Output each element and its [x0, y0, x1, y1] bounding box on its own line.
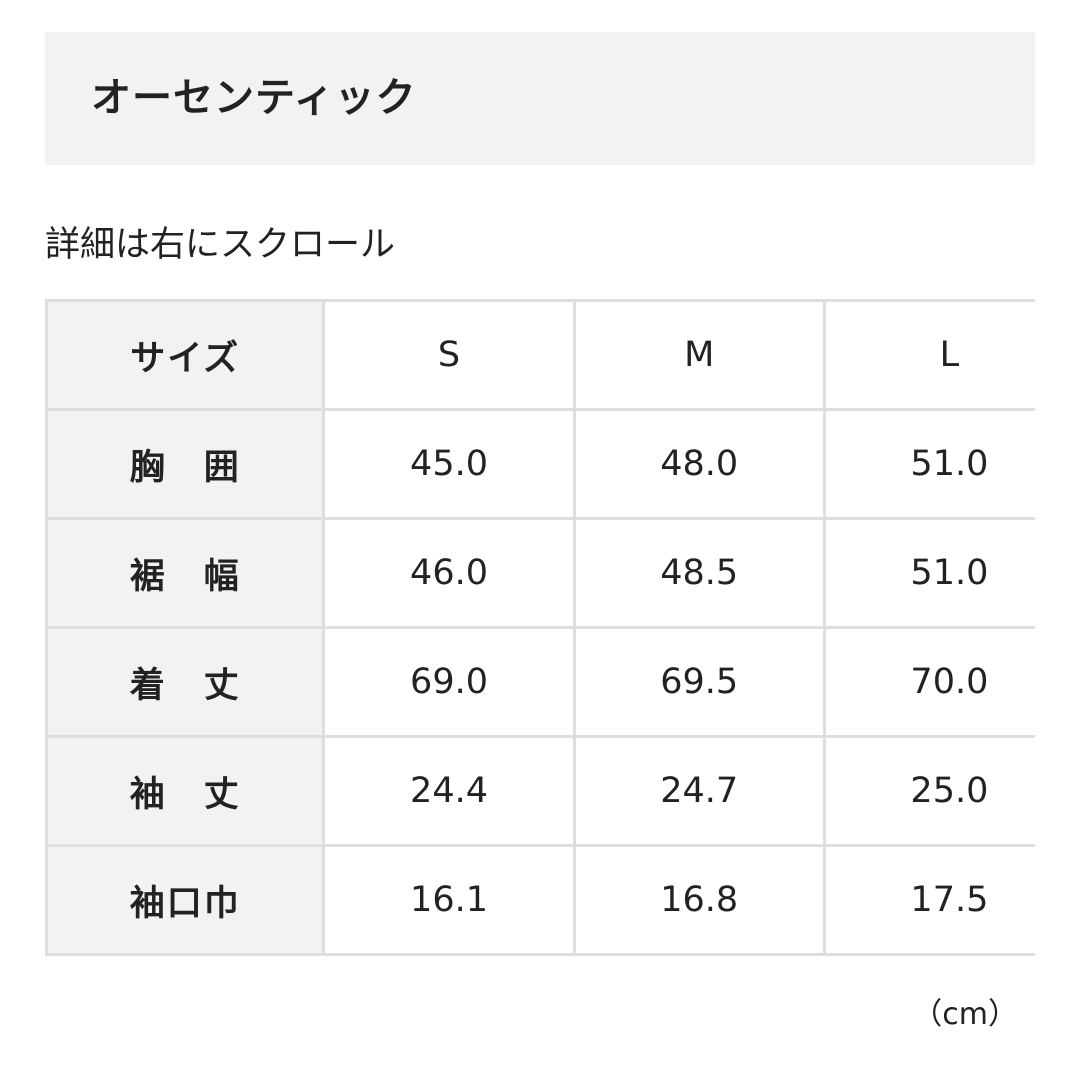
table-cell: 16.1 [322, 844, 576, 956]
table-cell: 45.0 [322, 408, 576, 520]
table-cell: 69.5 [572, 626, 826, 738]
table-cell: 24.7 [572, 735, 826, 847]
table-row: 裾 幅 46.0 48.5 51.0 [45, 517, 1035, 629]
row-label: 袖 丈 [45, 735, 326, 847]
table-cell: 70.0 [822, 626, 1035, 738]
table-cell: 48.0 [572, 408, 826, 520]
row-label: 着 丈 [45, 626, 326, 738]
table-cell: 16.8 [572, 844, 826, 956]
table-cell: 46.0 [322, 517, 576, 629]
table-row: 着 丈 69.0 69.5 70.0 [45, 626, 1035, 738]
row-label: 裾 幅 [45, 517, 326, 629]
row-label: サイズ [45, 299, 326, 411]
table-row: 袖口巾 16.1 16.8 17.5 [45, 844, 1035, 956]
table-cell: 25.0 [822, 735, 1035, 847]
row-label: 袖口巾 [45, 844, 326, 956]
table-cell: 51.0 [822, 408, 1035, 520]
size-header-cell: M [572, 299, 826, 411]
table-row: 胸 囲 45.0 48.0 51.0 [45, 408, 1035, 520]
table-cell: 51.0 [822, 517, 1035, 629]
table-cell: 24.4 [322, 735, 576, 847]
size-header-cell: S [322, 299, 576, 411]
table-cell: 48.5 [572, 517, 826, 629]
table-header-row: サイズ S M L [45, 299, 1035, 411]
row-label: 胸 囲 [45, 408, 326, 520]
table-cell: 69.0 [322, 626, 576, 738]
unit-label: （cm） [912, 997, 1018, 1032]
table-cell: 17.5 [822, 844, 1035, 956]
size-header-cell: L [822, 299, 1035, 411]
title-banner: オーセンティック [45, 32, 1035, 165]
page-title: オーセンティック [91, 75, 417, 121]
scroll-hint: 詳細は右にスクロール [45, 225, 396, 265]
table-row: 袖 丈 24.4 24.7 25.0 [45, 735, 1035, 847]
